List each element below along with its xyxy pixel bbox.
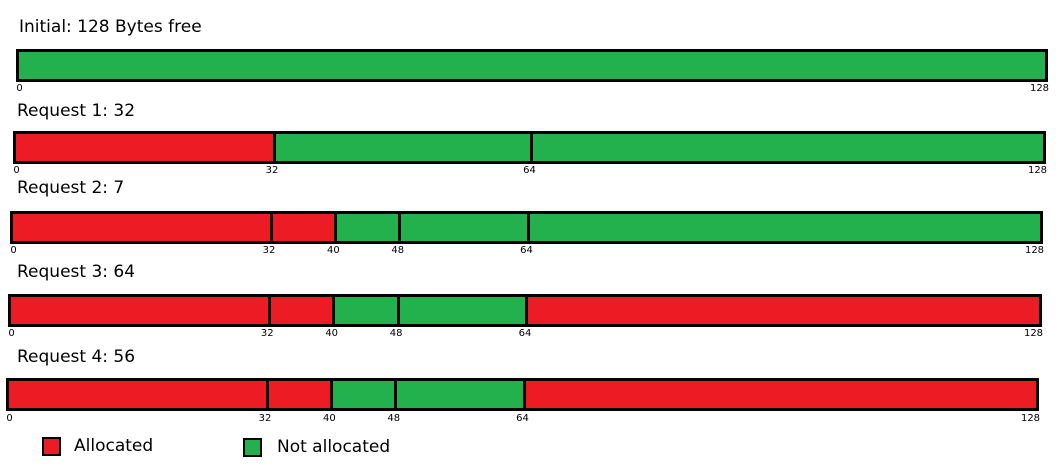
memory-segment-free (329, 381, 395, 408)
memory-segment-free (19, 52, 1045, 79)
memory-segment-allocated (525, 297, 1039, 324)
memory-segment-allocated (11, 297, 268, 324)
tick-label: 128 (1029, 83, 1050, 94)
memory-segment-allocated (269, 214, 334, 241)
row-title: Initial: 128 Bytes free (19, 17, 202, 37)
tick-label: 48 (389, 328, 403, 339)
memory-segment-allocated (265, 381, 330, 408)
memory-segment-free (529, 134, 1043, 161)
tick-label: 40 (325, 328, 339, 339)
memory-segment-free (332, 297, 397, 324)
legend-swatch-not-allocated (243, 438, 262, 457)
tick-label: 48 (387, 413, 401, 424)
memory-segment-free (398, 214, 527, 241)
memory-bar (8, 294, 1042, 327)
tick-label: 0 (8, 328, 15, 339)
tick-label: 32 (262, 245, 276, 256)
memory-segment-free (526, 214, 1040, 241)
memory-segment-allocated (9, 381, 266, 408)
tick-label: 64 (518, 328, 532, 339)
memory-bar (13, 131, 1046, 164)
tick-label: 0 (6, 413, 13, 424)
tick-label: 64 (520, 245, 533, 256)
tick-label: 32 (260, 328, 274, 339)
tick-label: 0 (10, 245, 17, 256)
memory-segment-free (396, 297, 525, 324)
tick-label: 128 (1024, 245, 1045, 256)
memory-segment-allocated (522, 381, 1036, 408)
tick-label: 0 (16, 83, 23, 94)
legend-swatch-allocated (42, 437, 61, 456)
tick-label: 32 (258, 413, 272, 424)
memory-segment-allocated (16, 134, 273, 161)
legend-label-not-allocated: Not allocated (277, 437, 391, 457)
memory-segment-free (333, 214, 399, 241)
tick-label: 128 (1023, 328, 1044, 339)
memory-segment-free (394, 381, 523, 408)
memory-segment-allocated (13, 214, 270, 241)
tick-label: 48 (391, 245, 405, 256)
tick-label: 64 (516, 413, 529, 424)
tick-label: 64 (523, 165, 536, 176)
tick-label: 40 (323, 413, 336, 424)
tick-label: 0 (13, 165, 20, 176)
tick-label: 128 (1027, 165, 1048, 176)
memory-segment-free (272, 134, 530, 161)
memory-bar (6, 378, 1039, 411)
memory-bar (10, 211, 1043, 244)
memory-segment-allocated (268, 297, 333, 324)
row-title: Request 4: 56 (17, 347, 136, 367)
tick-label: 32 (265, 165, 279, 176)
row-title: Request 1: 32 (17, 101, 136, 121)
row-title: Request 2: 7 (17, 178, 125, 198)
tick-label: 40 (327, 245, 340, 256)
tick-label: 128 (1020, 413, 1041, 424)
row-title: Request 3: 64 (17, 262, 136, 282)
memory-bar (16, 49, 1048, 82)
legend-label-allocated: Allocated (74, 436, 154, 456)
